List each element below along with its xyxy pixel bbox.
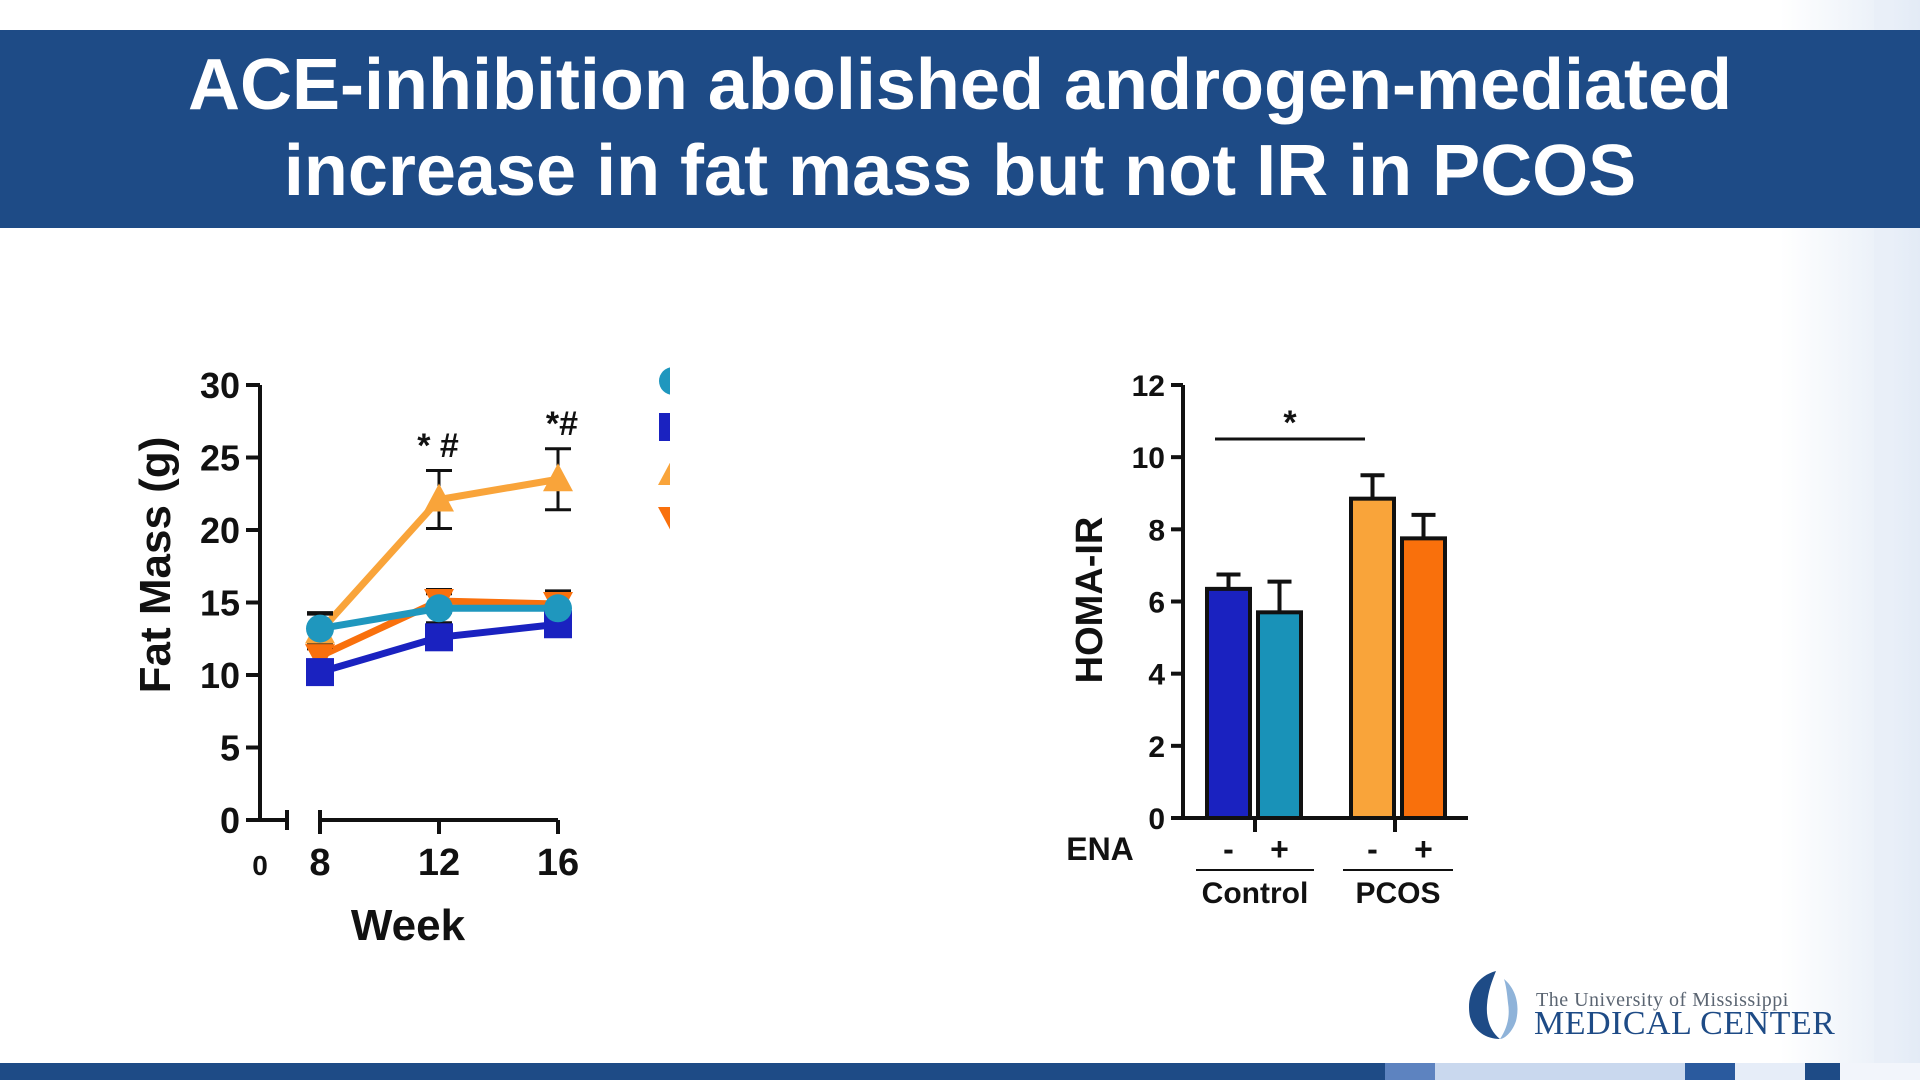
data-point-circle [425,594,453,623]
footer-accent-4 [1735,1063,1805,1080]
ena-factor-label: ENA [1066,831,1134,867]
ena-sign-label: + [1414,831,1433,867]
significance-annotation-week12: * # [417,427,459,465]
line-chart-x-label: Week [351,901,466,950]
line-chart-y-label: Fat Mass (g) [131,437,180,694]
decor-stripe [1874,0,1894,1080]
bar-y-tick-label: 12 [1132,370,1165,403]
group-label: PCOS [1355,877,1440,910]
footer-accent-5 [1805,1063,1840,1080]
data-point-triangle-up [543,463,573,492]
logo-university-text: The University of Mississippi [1536,989,1789,1011]
title-band [0,30,1920,228]
bar-y-tick-label: 10 [1132,442,1165,475]
y-tick-label: 20 [200,510,240,551]
ena-sign-label: - [1367,831,1378,867]
ena-sign-label: - [1223,831,1234,867]
y-tick-label: 0 [220,800,240,841]
data-point-triangle-up [658,462,670,485]
y-tick-label: 5 [220,728,240,769]
y-tick-label: 10 [200,655,240,696]
data-point-square [425,623,453,652]
data-point-circle [659,367,670,395]
data-point-circle [544,594,572,623]
significance-annotation-week16: *# [546,405,578,443]
bar [1205,586,1252,820]
y-tick-label: 30 [200,365,240,406]
logo-medical-center-text: MEDICAL CENTER [1534,1005,1836,1042]
fat-mass-line-chart: Fat Mass (g) Week * # *# 0 5 10 15 20 25 30 0 8 1… [131,365,670,950]
data-point-square [659,413,670,441]
group-label: Control [1202,877,1309,910]
title-line-2: increase in fat mass but not IR in PCOS [283,131,1637,211]
data-point-circle [306,614,334,643]
footer-accent-3 [1685,1063,1735,1080]
bar [1256,610,1303,821]
footer-accent-6 [1840,1063,1920,1080]
bar-y-tick-label: 0 [1148,803,1165,836]
y-tick-label: 25 [200,438,240,479]
bar-significance-star: * [1283,404,1297,442]
data-point-triangle-up [424,483,454,512]
umc-logo-mark-icon [1469,971,1518,1039]
data-point-triangle-down [658,507,670,530]
title-line-1: ACE-inhibition abolished androgen-mediat… [187,45,1733,125]
y-tick-label: 15 [200,583,240,624]
bar-y-tick-label: 6 [1148,587,1165,620]
x-tick-label: 16 [537,842,579,884]
bar [1400,536,1447,821]
umc-logo: The University of Mississippi MEDICAL CE… [1460,965,1860,1045]
bar-chart-y-label: HOMA-IR [1069,517,1111,684]
bar-y-tick-label: 4 [1148,659,1165,692]
x-tick-label: 12 [418,842,460,884]
bar [1349,496,1396,820]
footer-accent-1 [1385,1063,1435,1080]
ena-sign-label: + [1270,831,1289,867]
x-tick-label: 8 [309,842,330,884]
slide-title: ACE-inhibition abolished androgen-mediat… [0,42,1920,214]
bar-y-tick-label: 2 [1148,731,1165,764]
footer-accent-2 [1435,1063,1685,1080]
bar-y-tick-label: 8 [1148,514,1165,547]
x-tick-label: 0 [252,850,268,881]
data-point-square [306,658,334,687]
